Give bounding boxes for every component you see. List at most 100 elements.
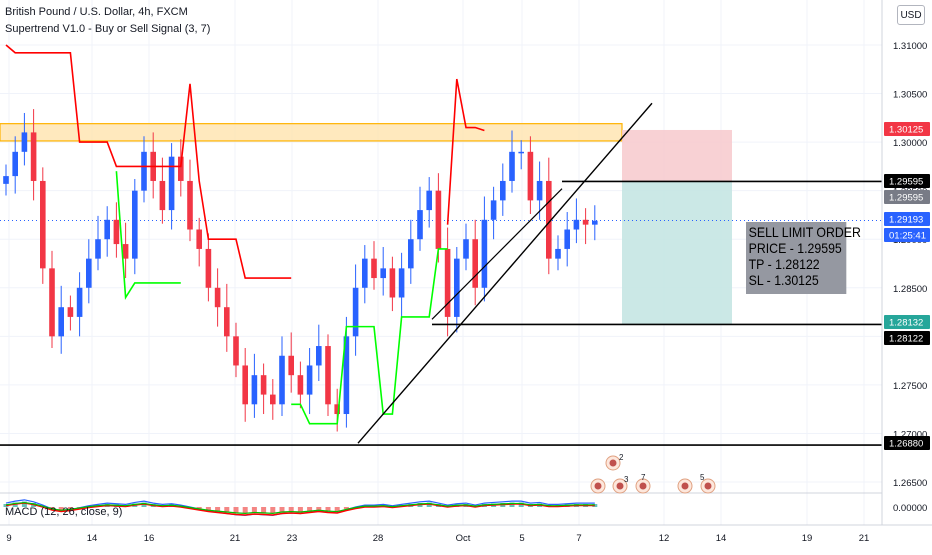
candle-body (509, 151, 515, 181)
candle-body (132, 190, 138, 259)
candle-body (141, 151, 147, 191)
candle-body (159, 180, 166, 211)
price-tick-label: 1.30500 (893, 90, 927, 101)
macd-histogram-bar (49, 507, 55, 509)
candle-body (463, 239, 469, 259)
candle-body (104, 219, 110, 240)
candle-body (58, 307, 64, 337)
indicator-legend[interactable]: Supertrend V1.0 - Buy or Sell Signal (3,… (5, 23, 211, 35)
candle-body (49, 268, 55, 337)
price-tag-label: 1.29595 (889, 177, 923, 188)
macd-histogram-bar (297, 507, 303, 512)
candle-body (122, 244, 129, 259)
resistance-zone (0, 123, 623, 142)
trend-segment[interactable] (431, 188, 563, 320)
time-tick-label: 7 (576, 533, 581, 544)
candle-body (582, 219, 589, 225)
time-tick-label: 21 (230, 533, 241, 544)
time-tick-label: 21 (859, 533, 870, 544)
candle-body (527, 151, 534, 201)
time-tick-label: 23 (287, 533, 298, 544)
candle-body (325, 346, 331, 405)
candle-body (316, 346, 322, 366)
price-axis-bg (882, 0, 932, 550)
candle-body (573, 219, 580, 230)
order-note[interactable]: SELL LIMIT ORDER PRICE - 1.29595 TP - 1.… (746, 222, 861, 294)
candle-body (76, 287, 83, 317)
flag-dot-icon (681, 482, 689, 490)
candle-body (398, 268, 405, 298)
candle-body (592, 220, 598, 225)
price-tag-label: 1.29595 (889, 193, 923, 204)
macd-histogram-bar (205, 507, 211, 510)
time-axis[interactable]: 9 14 16 21 23 28 Oct 5 7 12 14 19 21 (0, 524, 932, 544)
candle-body (86, 258, 92, 288)
macd-histogram-bar (325, 507, 331, 511)
time-tick-label: 9 (6, 533, 11, 544)
macd-histogram-bar (233, 507, 239, 513)
price-tag[interactable] (884, 315, 930, 329)
candle-body (205, 248, 212, 288)
time-tick-label: Oct (456, 533, 471, 544)
price-tag[interactable] (884, 212, 930, 226)
currency-button[interactable]: USD (897, 5, 925, 25)
symbol-title[interactable]: British Pound / U.S. Dollar, 4h, FXCM (5, 6, 188, 18)
candle-body (242, 365, 248, 405)
macd-legend[interactable]: MACD (12, 26, close, 9) (5, 506, 123, 518)
candle-body (214, 287, 221, 308)
macd-fast-line (5, 501, 595, 514)
drawings[interactable] (0, 102, 882, 446)
candle-body (297, 375, 304, 395)
macd-histogram-bar (270, 507, 276, 514)
order-line-price: PRICE - 1.29595 (748, 240, 842, 256)
price-tag-label: 1.28132 (889, 318, 923, 329)
candle-body (343, 336, 350, 415)
macd-histogram-bar (334, 507, 340, 512)
price-axis[interactable]: 1.310001.305001.300001.295001.290001.285… (881, 0, 932, 550)
candle-body (490, 200, 497, 220)
candle-body (362, 258, 368, 288)
candle-body (454, 258, 460, 317)
price-tag[interactable] (884, 228, 930, 242)
stop-loss-zone (622, 129, 732, 182)
price-tag[interactable] (884, 190, 930, 204)
macd-signal-line (5, 502, 595, 516)
flag-dot-icon (594, 482, 602, 490)
candle-body (352, 287, 359, 337)
candle-body (435, 190, 442, 249)
candle-body (21, 132, 28, 152)
price-tag[interactable] (884, 331, 930, 345)
uptrend-line[interactable] (357, 102, 653, 444)
candle-body (389, 268, 396, 298)
macd-histogram-bar (279, 507, 285, 512)
candle-body (334, 404, 340, 415)
price-tag[interactable] (884, 174, 930, 188)
macd-histogram-bar (215, 507, 221, 511)
macd-histogram-bar (251, 507, 257, 513)
flag-dot-icon (704, 482, 712, 490)
macd-pane (3, 499, 598, 517)
candle-body (178, 156, 184, 181)
event-count-label: 2 (619, 453, 624, 462)
order-line-type: SELL LIMIT ORDER (748, 224, 861, 240)
price-tag-label: 1.28122 (889, 334, 923, 345)
price-tick-label: 1.27000 (893, 429, 927, 440)
macd-histogram-bar (67, 507, 73, 509)
candle-body (168, 156, 175, 211)
price-tag-label: 01:25:41 (889, 231, 926, 242)
event-badges[interactable]: 2 3 7 5 (590, 453, 716, 494)
candle-body (555, 248, 561, 259)
candle-body (546, 180, 552, 259)
candle-body (187, 180, 193, 230)
macd-histogram-bar (242, 507, 248, 514)
macd-histogram-bar (288, 507, 294, 512)
macd-histogram-bar (316, 507, 322, 510)
price-tag[interactable] (884, 122, 930, 136)
order-line-tp: TP - 1.28122 (748, 256, 820, 272)
candles (3, 109, 598, 432)
flag-dot-icon (609, 459, 617, 467)
price-tag[interactable] (884, 436, 930, 450)
time-tick-label: 19 (802, 533, 813, 544)
event-count-label: 7 (641, 473, 646, 482)
